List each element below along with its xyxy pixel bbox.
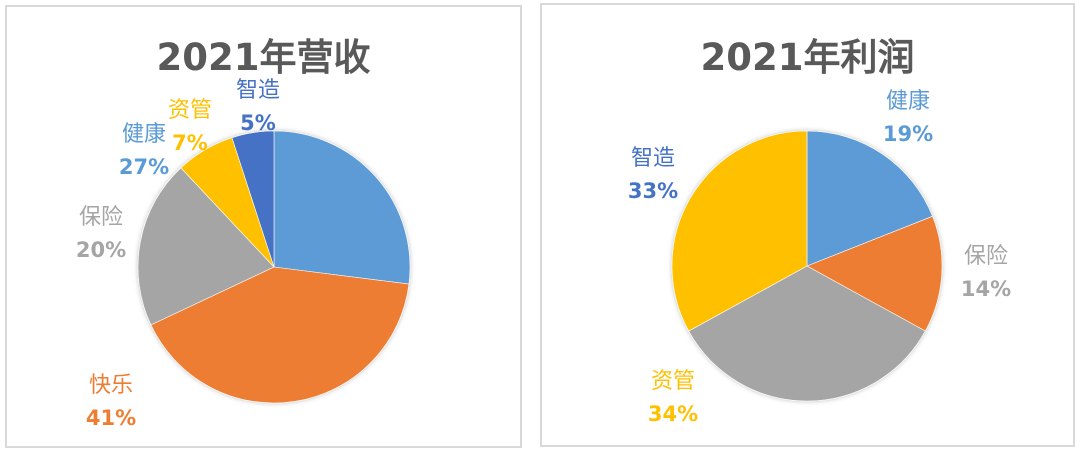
chart-title: 2021年营收: [156, 36, 371, 79]
data-label-percentage: 5%: [240, 111, 276, 135]
data-label: 快乐 41%: [86, 370, 136, 434]
pie-slice-4: [231, 130, 275, 268]
pie-slice-2: [688, 265, 926, 402]
pie-slice-0: [806, 130, 933, 267]
pie-slice-1: [806, 215, 943, 332]
data-label: 资管 34%: [648, 366, 698, 430]
data-label-category: 保险: [78, 205, 124, 230]
data-label: 智造 5%: [236, 75, 280, 139]
data-label-percentage: 7%: [172, 131, 208, 155]
data-label: 健康 19%: [883, 86, 933, 150]
data-label-percentage: 19%: [882, 122, 934, 146]
data-label: 资管 7%: [168, 95, 212, 159]
data-label-percentage: 33%: [627, 179, 679, 203]
pie-slice-2: [137, 167, 275, 326]
revenue-chart-panel: 2021年营收 健康 27% 快乐 41% 保险 20% 资管 7% 智造 5%: [5, 5, 522, 448]
pie-slice-3: [671, 130, 808, 332]
data-label-percentage: 41%: [85, 406, 137, 430]
data-label-category: 资管: [167, 98, 213, 123]
data-label-percentage: 27%: [118, 155, 170, 179]
data-label-category: 健康: [121, 122, 167, 147]
chart-title: 2021年利润: [700, 36, 915, 79]
data-label: 保险 14%: [961, 241, 1011, 305]
profit-pie: [671, 130, 943, 402]
data-label-category: 健康: [885, 89, 931, 114]
data-label-percentage: 20%: [75, 238, 127, 262]
data-label-percentage: 34%: [647, 402, 699, 426]
pie-slice-0: [273, 130, 411, 285]
data-label-category: 资管: [650, 369, 696, 394]
pie-slice-1: [150, 266, 410, 404]
revenue-pie: [137, 130, 411, 404]
data-label: 保险 20%: [76, 202, 126, 266]
data-label: 健康 27%: [119, 119, 169, 183]
data-label: 智造 33%: [628, 143, 678, 207]
data-label-category: 快乐: [88, 373, 134, 398]
profit-chart-panel: 2021年利润 健康 19% 保险 14% 资管 34% 智造 33%: [540, 3, 1075, 447]
data-label-category: 智造: [235, 78, 281, 103]
data-label-percentage: 14%: [960, 277, 1012, 301]
data-label-category: 保险: [963, 244, 1009, 269]
data-label-category: 智造: [630, 146, 676, 171]
